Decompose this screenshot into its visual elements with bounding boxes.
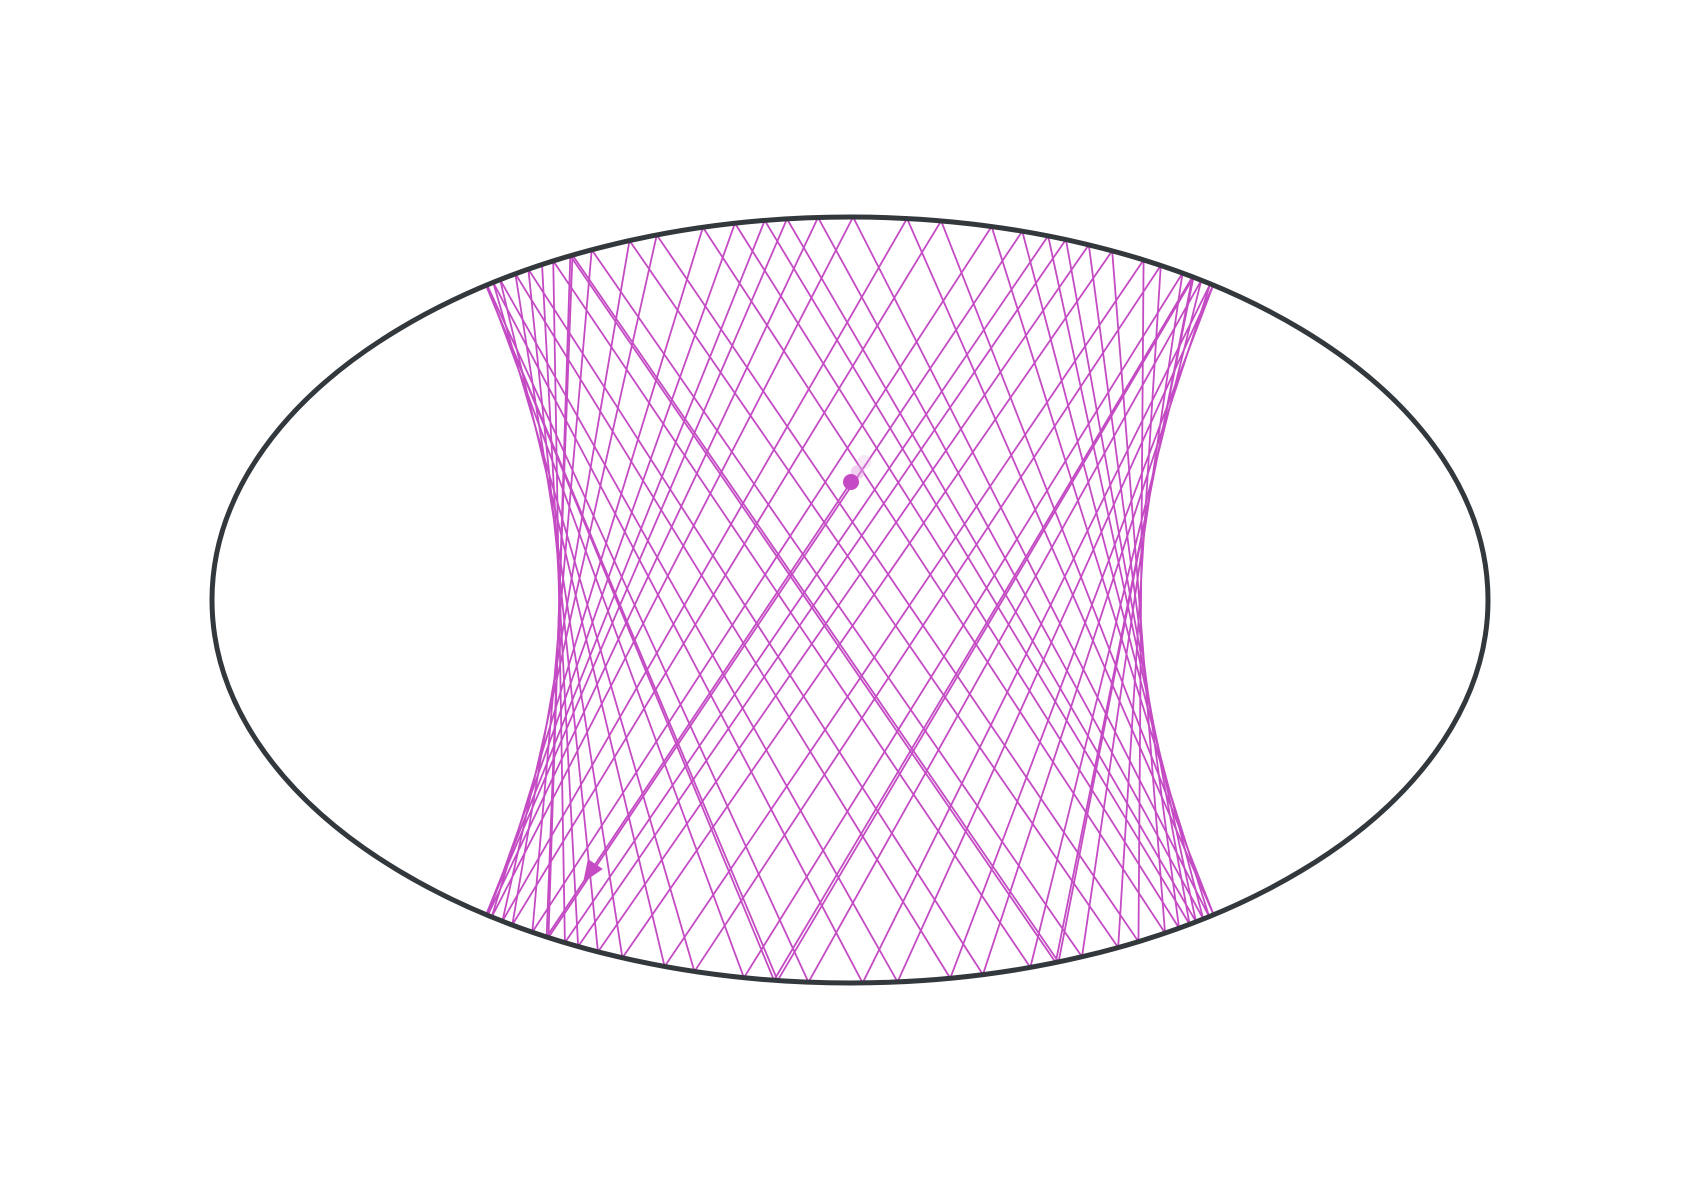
start-point-dot [843,474,859,490]
trajectory-segment [693,264,1162,973]
trajectory-layer [485,216,1215,984]
trajectory-segment [655,234,1140,943]
trajectory-segment [896,284,1215,983]
trajectory-segment [734,222,1180,930]
trajectory-segment [486,284,745,979]
trajectory-segment [545,481,852,938]
trajectory-segment [486,216,819,917]
trajectory-segment [492,281,696,973]
trajectory-segment [597,243,1090,953]
trajectory-segment [1087,243,1180,930]
trajectory-segment [621,249,1114,959]
trajectory-segment [486,284,810,984]
trajectory-segment [1021,230,1205,920]
trajectory-segment [663,259,1145,968]
trajectory-segment [564,235,1050,944]
ghost-trail-dot [857,455,872,470]
trajectory-segment [514,272,952,980]
trajectory-segment [1137,259,1145,943]
trajectory-segment [590,248,1083,958]
trajectory-segment [569,254,1057,964]
trajectory-segment [490,226,704,918]
trajectory-segment [1081,272,1184,958]
trajectory-segment [485,284,779,982]
trajectory-segment [541,263,580,948]
trajectory-segment [531,248,593,934]
trajectory-segment [485,219,766,916]
trajectory-segment [485,217,788,916]
trajectory-segment [940,220,1215,916]
trajectory-segment [514,272,624,959]
trajectory-segment [1047,235,1197,923]
direction-arrow-icon [583,859,603,883]
trajectory-segment [499,278,899,983]
trajectory-segment [527,268,599,953]
trajectory-segment [511,220,943,926]
trajectory-segment [577,238,1067,948]
trajectory-segment [501,234,658,923]
trajectory-segment [990,225,1211,918]
trajectory-segment [949,284,1215,980]
trajectory-segment [743,272,1184,979]
trajectory-segment [786,217,1197,923]
trajectory-segment [490,216,854,918]
trajectory-segment [861,283,1212,984]
marker-layer [583,455,872,883]
trajectory-segment [571,254,1060,963]
trajectory-segment [807,279,1203,984]
trajectory-segment [1111,249,1166,934]
trajectory-segment [852,216,1211,918]
trajectory-segment [1029,279,1203,969]
trajectory-segment [552,260,1032,969]
trajectory-segment [1065,238,1191,926]
trajectory-segment [531,225,993,934]
trajectory-segment [702,226,1166,934]
trajectory-segment [547,230,1024,939]
trajectory-segment [906,217,1215,916]
elliptical-table-boundary [209,214,1491,986]
trajectory-segment [763,219,1191,926]
